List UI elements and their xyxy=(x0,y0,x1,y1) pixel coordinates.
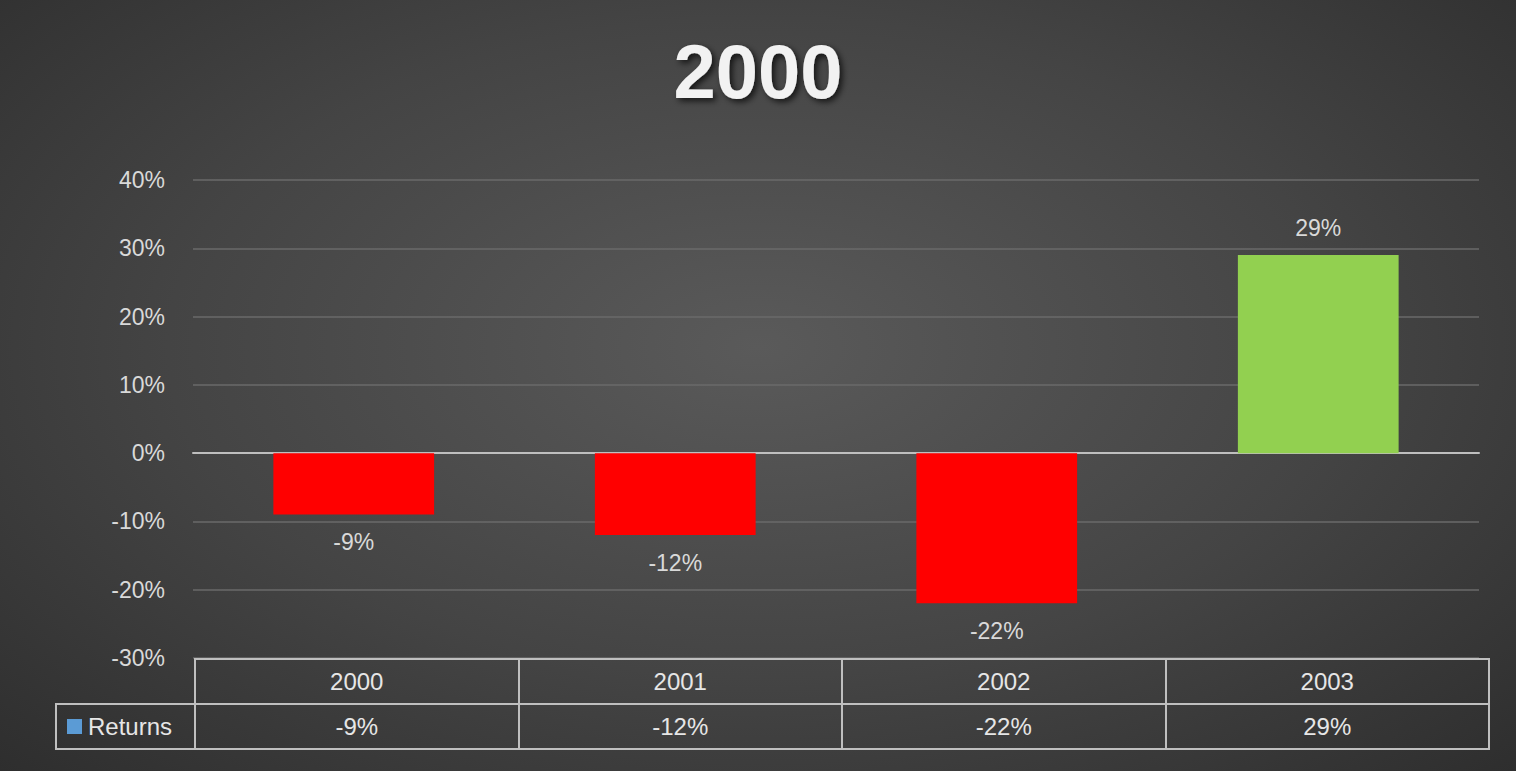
html-text:29%: 29% xyxy=(1303,712,1352,740)
svg-text:20%: 20% xyxy=(119,304,165,330)
svg-text:29%: 29% xyxy=(1295,215,1341,241)
svg-text:-9%: -9% xyxy=(333,529,374,555)
html-text:2000: 2000 xyxy=(330,667,384,695)
html-text:-22%: -22% xyxy=(975,712,1032,740)
svg-text:2000: 2000 xyxy=(673,29,842,114)
svg-text:30%: 30% xyxy=(119,235,165,261)
html-text:2001: 2001 xyxy=(653,667,707,695)
html-text:-9%: -9% xyxy=(335,712,379,740)
svg-text:-12%: -12% xyxy=(648,550,702,576)
svg-text:10%: 10% xyxy=(119,372,165,398)
html-text:Returns: Returns xyxy=(88,712,172,740)
svg-text:40%: 40% xyxy=(119,167,165,193)
html-text:-12%: -12% xyxy=(652,712,709,740)
html-text:2002: 2002 xyxy=(977,667,1031,695)
svg-text:0%: 0% xyxy=(132,440,165,466)
svg-text:-30%: -30% xyxy=(111,645,165,671)
svg-text:-20%: -20% xyxy=(111,577,165,603)
html-text:2003: 2003 xyxy=(1300,667,1354,695)
svg-text:-10%: -10% xyxy=(111,508,165,534)
svg-text:-22%: -22% xyxy=(970,618,1024,644)
